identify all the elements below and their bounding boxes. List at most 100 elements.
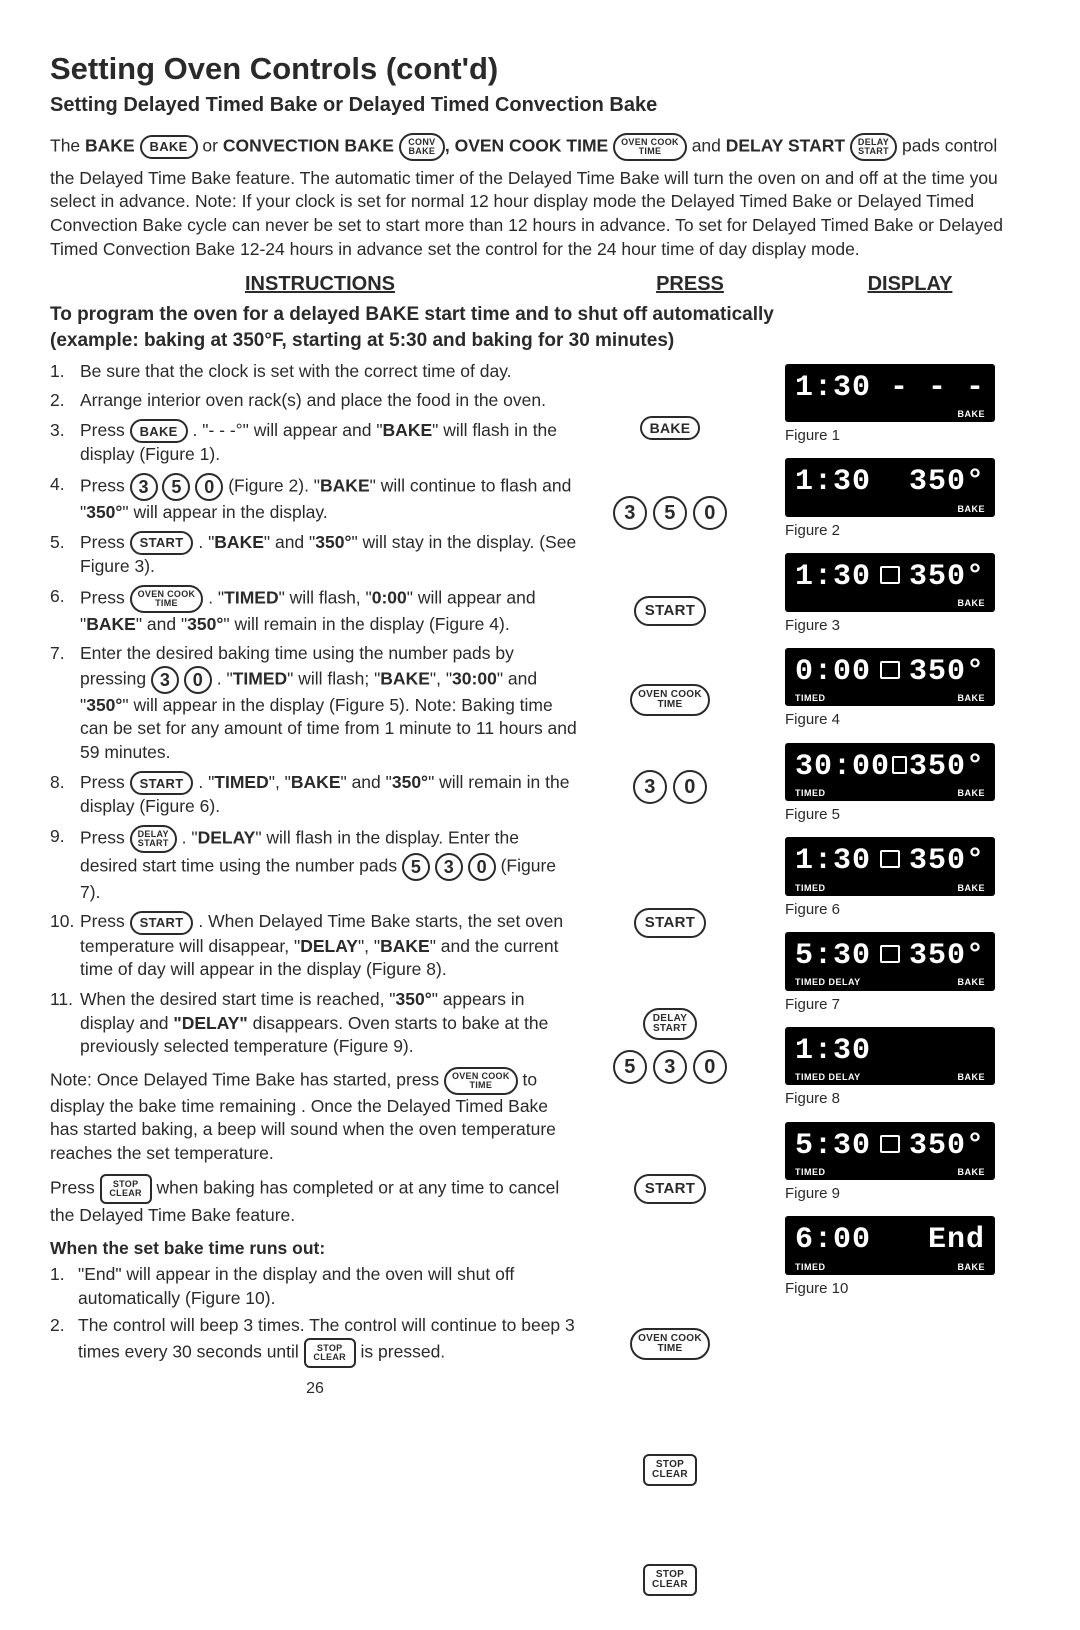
num-3-pad-icon: 3 bbox=[633, 770, 667, 804]
bold: TIMED bbox=[224, 587, 278, 607]
step-10: Press START . When Delayed Time Bake sta… bbox=[50, 910, 580, 982]
intro-conv-word: CONVECTION BAKE bbox=[223, 135, 394, 155]
pad-line: START bbox=[138, 839, 169, 848]
note-block-2: Press STOP CLEAR when baking has complet… bbox=[50, 1174, 580, 1228]
display-bottom-left: TIMED bbox=[795, 692, 826, 704]
stop-clear-pad-icon: STOP CLEAR bbox=[100, 1174, 152, 1204]
num-0-pad-icon: 0 bbox=[673, 770, 707, 804]
step-9: Press DELAY START . "DELAY" will flash i… bbox=[50, 825, 580, 905]
step-4: Press 3 5 0 (Figure 2). "BAKE" will cont… bbox=[50, 473, 580, 525]
t: . " bbox=[208, 587, 224, 607]
pad-line: CLEAR bbox=[109, 1189, 142, 1198]
display-panel: 1:30350°TIMEDBAKE bbox=[785, 837, 995, 896]
start-pad-icon: START bbox=[130, 911, 194, 935]
display-bottom-right: BAKE bbox=[957, 597, 985, 609]
display-bottom-right: BAKE bbox=[957, 882, 985, 894]
t: (Figure 2). " bbox=[228, 476, 320, 496]
display-right: 350° bbox=[909, 652, 985, 693]
step-1: Be sure that the clock is set with the c… bbox=[50, 360, 580, 384]
display-bottom-right: BAKE bbox=[957, 787, 985, 799]
pad-line: STOP bbox=[656, 1570, 684, 1580]
col-display: DISPLAY bbox=[790, 271, 1030, 298]
display-box-icon bbox=[880, 945, 900, 963]
display-left: 1:30 bbox=[795, 462, 871, 503]
pad-line: STOP bbox=[656, 1460, 684, 1470]
figure-caption: Figure 8 bbox=[785, 1089, 995, 1109]
display-left: 5:30 bbox=[795, 936, 871, 977]
start-pad-icon: START bbox=[634, 1174, 706, 1204]
intro-oct-word: OVEN COOK TIME bbox=[455, 135, 609, 155]
pad-line: TIME bbox=[639, 147, 662, 156]
bold: 350° bbox=[86, 695, 122, 715]
num-0-pad-icon: 0 bbox=[693, 496, 727, 530]
pad-line: TIME bbox=[657, 700, 682, 710]
display-panel: 30:00350°TIMEDBAKE bbox=[785, 743, 995, 802]
t: Press bbox=[80, 476, 130, 496]
t: Press bbox=[80, 587, 130, 607]
bold: "DELAY" bbox=[173, 1013, 247, 1033]
figure-7: 5:30350°TIMED DELAYBAKEFigure 7 bbox=[785, 928, 995, 1023]
instructions-column: Be sure that the clock is set with the c… bbox=[50, 360, 590, 1600]
t: ", " bbox=[269, 772, 291, 792]
t: Press bbox=[80, 772, 130, 792]
program-heading-line: To program the oven for a delayed BAKE s… bbox=[50, 302, 1030, 328]
bold: 350° bbox=[86, 502, 122, 522]
pad-line: TIME bbox=[657, 1344, 682, 1354]
display-right: 350° bbox=[909, 936, 985, 977]
step-3: Press BAKE . "- - -°" will appear and "B… bbox=[50, 419, 580, 467]
figure-3: 1:30350°BAKEFigure 3 bbox=[785, 549, 995, 644]
display-left: 30:00 bbox=[795, 747, 890, 788]
figure-caption: Figure 10 bbox=[785, 1279, 995, 1299]
figure-caption: Figure 1 bbox=[785, 426, 995, 446]
intro-text: The bbox=[50, 135, 85, 155]
intro-block: The BAKE BAKE or CONVECTION BAKE CONV BA… bbox=[50, 133, 1030, 262]
oven-cook-time-pad-icon: OVEN COOK TIME bbox=[630, 684, 710, 716]
t: " will remain in the display (Figure 4). bbox=[223, 614, 509, 634]
figure-10: 6:00EndTIMEDBAKEFigure 10 bbox=[785, 1212, 995, 1307]
display-bottom-left: TIMED DELAY bbox=[795, 1071, 861, 1083]
intro-para: the Delayed Time Bake feature. The autom… bbox=[50, 167, 1030, 262]
t: " and " bbox=[341, 772, 392, 792]
bold: DELAY bbox=[300, 936, 358, 956]
pad-line: CLEAR bbox=[313, 1353, 346, 1362]
bold: 350° bbox=[187, 614, 223, 634]
oven-cook-time-pad-icon: OVEN COOK TIME bbox=[613, 133, 687, 161]
t: " and " bbox=[136, 614, 187, 634]
figure-caption: Figure 5 bbox=[785, 805, 995, 825]
t: " will flash; " bbox=[287, 668, 380, 688]
stop-clear-pad-icon: STOP CLEAR bbox=[643, 1454, 697, 1486]
t: . "- - -°" will appear and " bbox=[193, 420, 383, 440]
pad-line: CLEAR bbox=[652, 1470, 688, 1480]
t: Press bbox=[80, 420, 130, 440]
bake-pad-icon: BAKE bbox=[140, 135, 198, 159]
num-5-pad-icon: 5 bbox=[613, 1050, 647, 1084]
display-column: 1:30- - -BAKEFigure 1 1:30350°BAKEFigure… bbox=[750, 360, 1030, 1600]
display-box-icon bbox=[880, 1135, 900, 1153]
oven-cook-time-pad-icon: OVEN COOK TIME bbox=[130, 585, 204, 613]
step-11: When the desired start time is reached, … bbox=[50, 988, 580, 1059]
display-left: 6:00 bbox=[795, 1220, 871, 1261]
t: Press bbox=[50, 1177, 100, 1197]
pad-line: CLEAR bbox=[652, 1580, 688, 1590]
page-number: 26 bbox=[50, 1378, 580, 1400]
display-right: - - - bbox=[890, 368, 985, 409]
display-bottom-left: TIMED bbox=[795, 787, 826, 799]
bold: 350° bbox=[315, 532, 351, 552]
bold: BAKE bbox=[320, 476, 370, 496]
intro-text: pads control bbox=[902, 135, 997, 155]
display-left: 5:30 bbox=[795, 1126, 871, 1167]
bold: BAKE bbox=[380, 668, 430, 688]
intro-delay-word: DELAY START bbox=[726, 135, 845, 155]
t: Press bbox=[80, 532, 130, 552]
t: . " bbox=[217, 668, 233, 688]
program-heading: To program the oven for a delayed BAKE s… bbox=[50, 302, 1030, 353]
runout-step-2: The control will beep 3 times. The contr… bbox=[50, 1314, 580, 1368]
num-5-pad-icon: 5 bbox=[402, 853, 430, 881]
figure-caption: Figure 9 bbox=[785, 1184, 995, 1204]
display-bottom-right: BAKE bbox=[957, 692, 985, 704]
delay-start-pad-icon: DELAY START bbox=[643, 1008, 697, 1040]
t: " will flash, " bbox=[279, 587, 372, 607]
start-pad-icon: START bbox=[130, 771, 194, 795]
display-panel: 1:30- - -BAKE bbox=[785, 364, 995, 423]
display-bottom-right: BAKE bbox=[957, 1071, 985, 1083]
